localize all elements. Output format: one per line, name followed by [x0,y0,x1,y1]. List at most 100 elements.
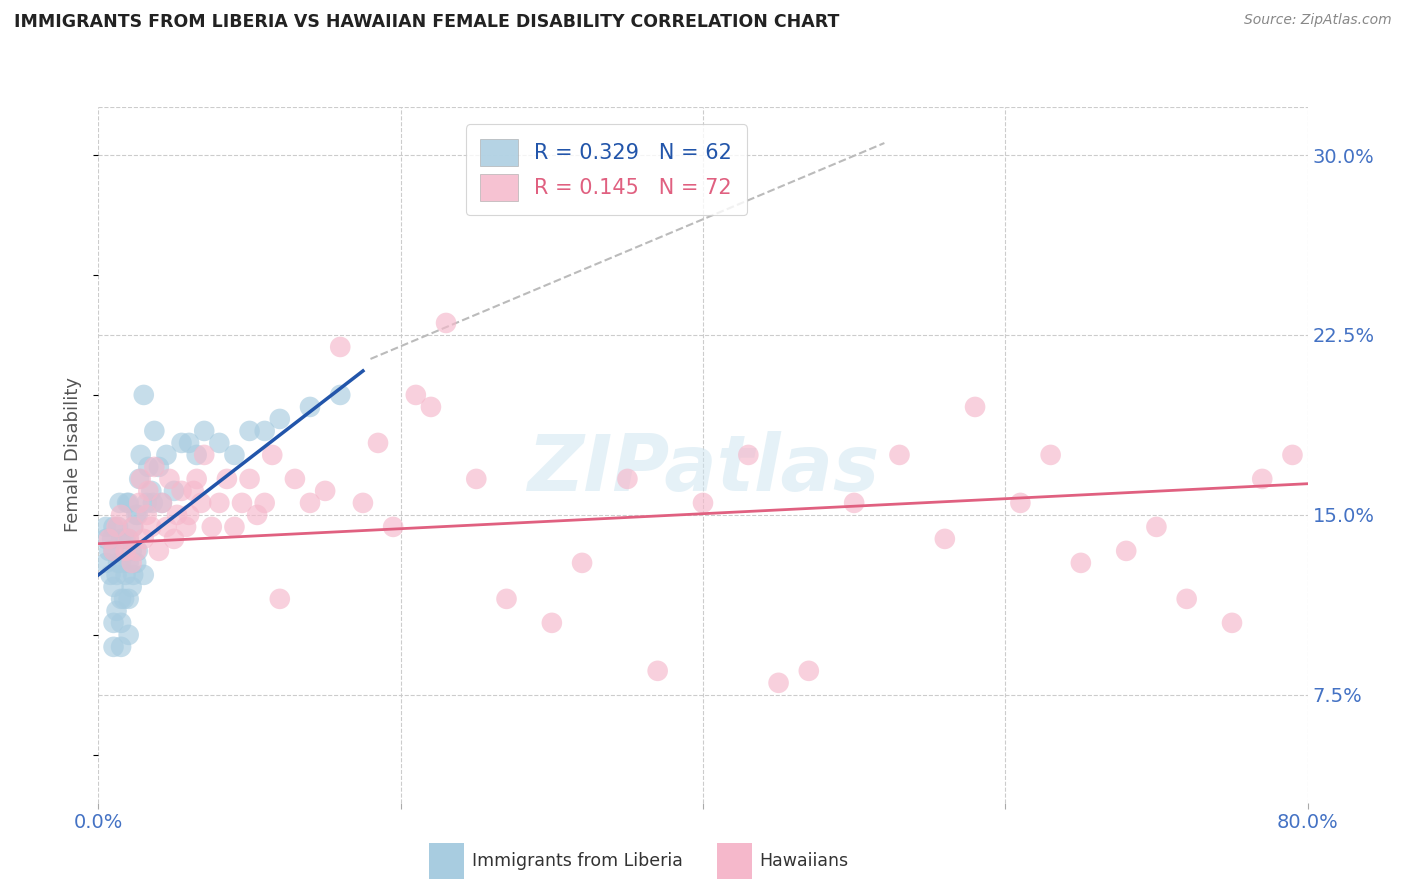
Point [114,567,136,582]
Point [132,567,155,582]
Point [190,496,212,510]
Point [94,520,117,534]
Point [193,424,215,438]
Point [136,459,159,474]
Point [121,580,143,594]
Point [118,532,141,546]
Point [115,496,138,510]
Point [121,556,143,570]
Point [1281,448,1303,462]
Point [103,580,125,594]
Point [1010,496,1032,510]
Point [122,520,145,534]
Point [329,388,352,402]
Point [129,448,152,462]
Point [118,556,141,570]
Point [1175,591,1198,606]
Point [465,472,488,486]
Point [224,448,246,462]
Point [132,388,155,402]
Point [647,664,669,678]
Text: Immigrants from Liberia: Immigrants from Liberia [472,852,683,870]
Point [420,400,443,414]
Point [231,496,253,510]
Point [215,472,238,486]
Point [148,544,170,558]
Point [103,640,125,654]
Point [118,591,141,606]
Point [129,472,152,486]
Point [155,520,177,534]
Point [110,615,132,630]
Point [122,567,145,582]
Point [103,544,125,558]
Point [110,556,132,570]
Point [128,496,150,510]
Point [208,496,231,510]
Point [299,496,322,510]
Point [125,508,148,522]
Point [118,628,141,642]
Point [495,591,517,606]
Point [105,520,128,534]
Point [107,556,129,570]
Point [103,520,125,534]
Point [110,591,132,606]
Point [150,496,173,510]
Point [125,556,148,570]
Point [110,532,132,546]
Point [103,544,125,558]
Point [571,556,593,570]
Point [118,496,141,510]
Point [135,508,157,522]
Text: IMMIGRANTS FROM LIBERIA VS HAWAIIAN FEMALE DISABILITY CORRELATION CHART: IMMIGRANTS FROM LIBERIA VS HAWAIIAN FEMA… [14,13,839,31]
Point [965,400,987,414]
Text: Source: ZipAtlas.com: Source: ZipAtlas.com [1244,13,1392,28]
Point [170,436,193,450]
Point [224,520,246,534]
Point [170,483,193,498]
Point [107,520,129,534]
Point [121,544,143,558]
Point [114,544,136,558]
Point [269,412,291,426]
Point [889,448,911,462]
Point [163,483,186,498]
Point [142,496,165,510]
Point [150,496,173,510]
Point [239,472,262,486]
Point [135,496,157,510]
Point [143,424,166,438]
Point [934,532,956,546]
Point [141,483,163,498]
Point [105,604,128,618]
Point [105,567,128,582]
Point [314,483,336,498]
Point [94,532,117,546]
Point [367,436,389,450]
Point [148,459,170,474]
Point [262,448,284,462]
Point [183,483,205,498]
Point [737,448,759,462]
Point [193,448,215,462]
Point [201,520,224,534]
Point [143,459,166,474]
Point [1115,544,1137,558]
Point [118,532,141,546]
Point [141,520,163,534]
Point [125,544,148,558]
Point [253,496,276,510]
Point [94,556,117,570]
Point [299,400,322,414]
Point [174,520,197,534]
Point [434,316,457,330]
Point [127,508,149,522]
Point [208,436,231,450]
Point [186,448,208,462]
Point [186,472,208,486]
Point [132,532,155,546]
Point [110,640,132,654]
Point [100,567,122,582]
Point [405,388,427,402]
